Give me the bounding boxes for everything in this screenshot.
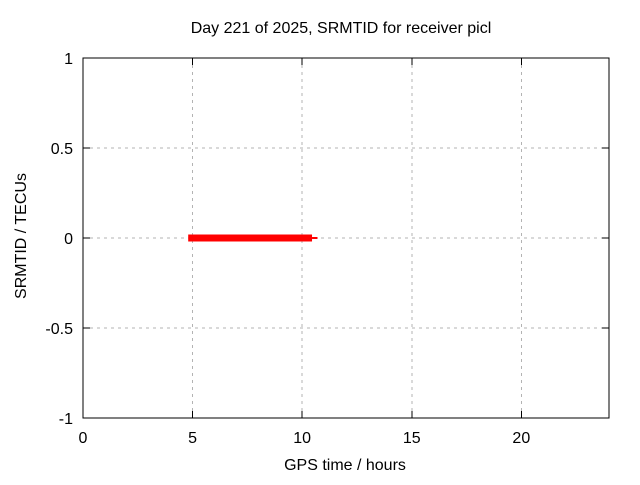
grid-layer <box>83 58 609 418</box>
y-tick-label: -0.5 <box>45 321 73 338</box>
y-axis-label: SRMTID / TECUs <box>13 173 30 299</box>
y-tick-label: 1 <box>64 51 73 68</box>
x-tick-label: 20 <box>512 430 530 447</box>
chart-title: Day 221 of 2025, SRMTID for receiver pic… <box>191 20 492 37</box>
tick-marks <box>82 57 609 419</box>
x-tick-label: 10 <box>293 430 311 447</box>
y-tick-label: 0 <box>64 231 73 248</box>
x-tick-label: 5 <box>188 430 197 447</box>
x-axis-label: GPS time / hours <box>284 457 406 474</box>
y-tick-label: -1 <box>59 411 73 428</box>
y-tick-label: 0.5 <box>51 141 73 158</box>
x-tick-label: 15 <box>403 430 421 447</box>
x-tick-label: 0 <box>79 430 88 447</box>
tick-labels: 0 5 10 15 20 -1 -0.5 0 0.5 1 <box>45 51 530 447</box>
